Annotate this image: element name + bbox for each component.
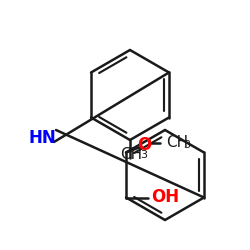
- Text: OH: OH: [151, 188, 179, 206]
- Text: 3: 3: [140, 150, 147, 160]
- Text: HN: HN: [28, 129, 56, 147]
- Text: 3: 3: [183, 140, 190, 150]
- Text: CH: CH: [166, 135, 188, 150]
- Text: O: O: [137, 136, 151, 154]
- Text: CH: CH: [120, 147, 142, 162]
